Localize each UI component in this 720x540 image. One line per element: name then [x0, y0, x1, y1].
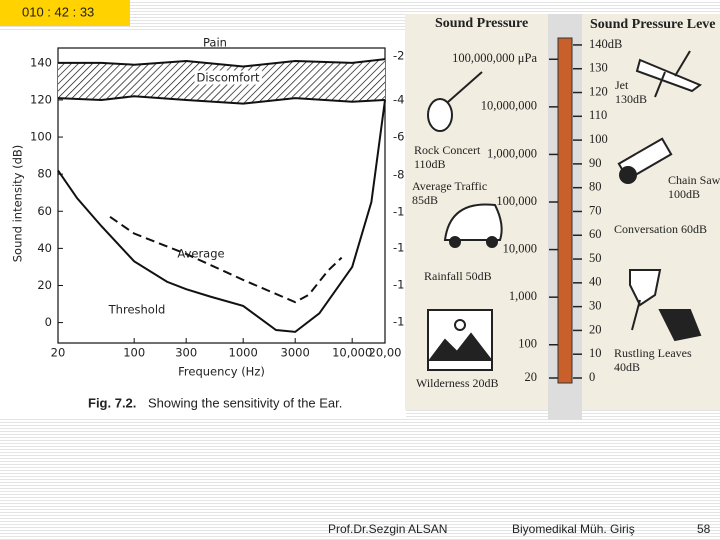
db-tick-label: 60: [589, 227, 602, 241]
db-tick-label: 50: [589, 251, 602, 265]
right-axis-label: -1: [393, 241, 404, 255]
footer-course: Biyomedikal Müh. Giriş: [512, 522, 635, 536]
source-label: 110dB: [414, 157, 446, 171]
sound-scale: Sound Pressure Sound Pressure Leve 140dB 13…: [412, 16, 720, 390]
thermometer: [557, 37, 573, 384]
db-tick-label: 40: [589, 275, 602, 289]
line: [57, 99, 386, 333]
db-tick-label: 70: [589, 203, 602, 217]
label-bg: [194, 70, 262, 85]
source-label: Conversation 60dB: [614, 222, 707, 236]
x-tick-label: 100: [123, 346, 145, 360]
x-tick-label: 3000: [281, 346, 310, 360]
source-label: Wilderness 20dB: [416, 376, 499, 390]
plot-frame: [57, 47, 386, 344]
y-tick-label: 140: [30, 55, 52, 69]
right-axis-label: -4: [393, 93, 404, 107]
series-label: Discomfort: [197, 71, 260, 85]
source-label: Rainfall 50dB: [424, 269, 492, 283]
guitar-icon: [427, 71, 483, 132]
x-tick-label: 20,00: [369, 346, 402, 360]
x-tick-label: 10,000: [332, 346, 372, 360]
db-tick-label: 80: [589, 180, 602, 194]
pressure-tick-label: 1,000,000: [487, 146, 537, 160]
right-axis-label: -1: [393, 278, 404, 292]
y-tick-label: 100: [30, 130, 52, 144]
right-axis-label: -1: [393, 205, 404, 219]
x-tick-label: 300: [175, 346, 197, 360]
series-label: Pain: [203, 36, 227, 50]
y-tick-label: 0: [45, 315, 52, 329]
db-tick-label: 120: [589, 84, 608, 98]
x-tick-label: 20: [51, 346, 66, 360]
pressure-tick-label: 10,000,000: [481, 99, 537, 113]
timer: 010 : 42 : 33: [22, 4, 94, 19]
right-axis-label: -6: [393, 130, 404, 144]
footer-page: 58: [697, 522, 711, 536]
db-tick-label: 100: [589, 132, 608, 146]
db-tick-label: 30: [589, 299, 602, 313]
pressure-tick-label: 10,000: [503, 241, 537, 255]
db-tick-label: 20: [589, 322, 602, 336]
pressure-tick-label: 1,000: [509, 289, 537, 303]
y-axis-label: Sound intensity (dB): [11, 145, 25, 263]
source-label: 100dB: [668, 187, 700, 201]
source-label: Average Traffic: [412, 179, 487, 193]
x-tick-label: 1000: [229, 346, 258, 360]
pressure-tick-label: 20: [525, 370, 538, 384]
y-tick-label: 80: [37, 167, 52, 181]
y-tick-label: 120: [30, 92, 52, 106]
right-axis-label: -8: [393, 168, 404, 182]
right-axis-label: -2: [393, 49, 404, 63]
db-tick-label: 130: [589, 61, 608, 75]
series-label: Threshold: [108, 303, 166, 317]
line: [109, 216, 343, 304]
line: [58, 58, 386, 68]
db-tick-label: 0: [589, 370, 595, 384]
scale-title: Sound Pressure: [435, 16, 528, 31]
pressure-tick-label: 100: [518, 337, 537, 351]
source-label: 130dB: [615, 92, 647, 106]
db-tick-label: 110: [589, 108, 607, 122]
car-icon: [443, 203, 503, 248]
source-label: 85dB: [412, 193, 438, 207]
db-tick-label: 90: [589, 156, 602, 170]
right-axis-label: -1: [393, 315, 404, 329]
saw-icon: [617, 137, 673, 184]
x-axis-label: Frequency (Hz): [178, 365, 265, 379]
icons: [427, 50, 702, 371]
y-tick-label: 60: [37, 204, 52, 218]
line: [57, 95, 386, 105]
y-tick-label: 40: [37, 241, 52, 255]
caption-label: Fig. 7.2.: [88, 395, 136, 410]
db-tick-label: 10: [589, 346, 602, 360]
jet-icon: [635, 50, 702, 98]
scale-title: Sound Pressure Leve: [590, 17, 716, 32]
caption: Showing the sensitivity of the Ear.: [148, 395, 342, 410]
pressure-tick-label: 100,000,000 μPa: [452, 51, 537, 65]
db-tick-label: 140dB: [589, 37, 622, 51]
source-label: 40dB: [614, 360, 640, 374]
timer-box: [0, 0, 130, 26]
source-label: Rustling Leaves: [614, 346, 692, 360]
source-label: Jet: [615, 78, 629, 92]
landscape-icon: [427, 309, 494, 371]
hearing-chart: 0 20 40 60 80 100 120 140 20 100 300 1000 3000 10,000…: [11, 36, 405, 379]
footer-author: Prof.Dr.Sezgin ALSAN: [328, 522, 447, 536]
source-label: Chain Saw: [668, 173, 720, 187]
y-tick-label: 20: [37, 278, 52, 292]
leaves-icon: [629, 269, 702, 342]
pressure-tick-label: 100,000: [496, 194, 537, 208]
series-label: Average: [177, 247, 224, 261]
source-label: Rock Concert: [414, 143, 481, 157]
